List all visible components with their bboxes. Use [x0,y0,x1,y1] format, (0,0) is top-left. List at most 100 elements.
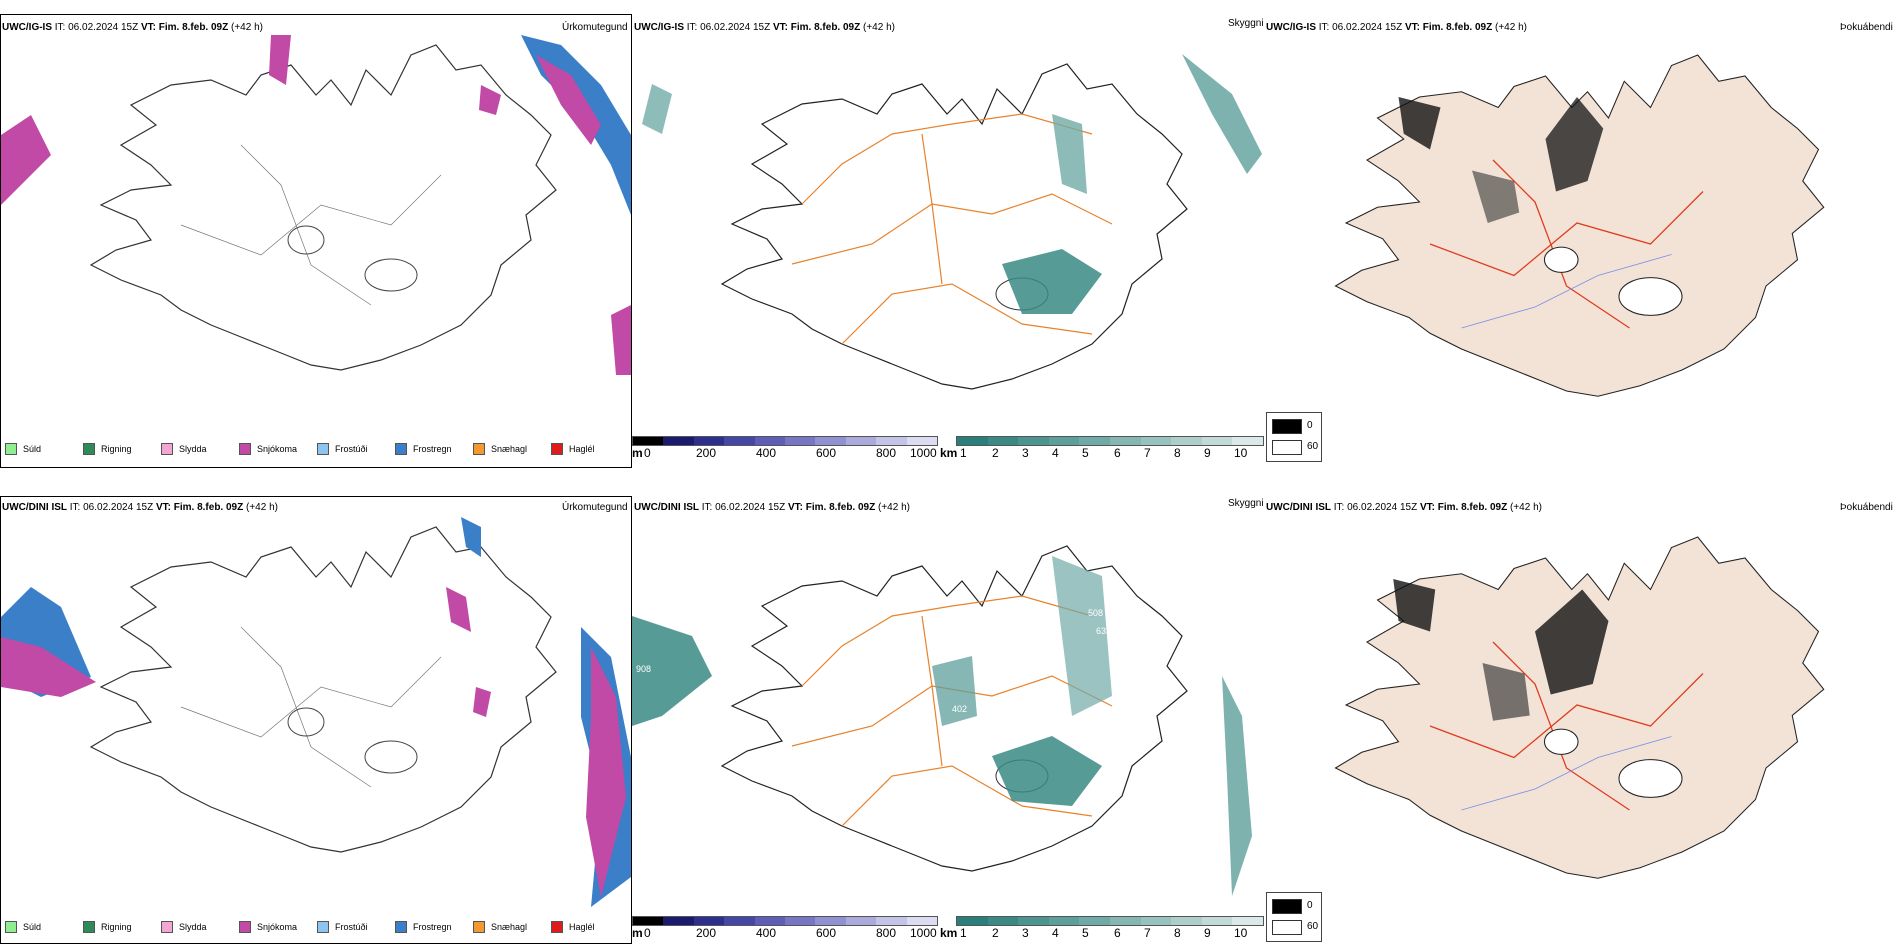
precip-legend-top: Súld Rigning Slydda Snjókoma Frostúði Fr… [5,443,629,455]
scale-segment [1048,917,1080,925]
it-label: IT: [686,22,698,33]
vt-label: VT: [140,22,156,33]
model-name: UWC/DINI ISL [1266,502,1331,513]
ceiling-tick: 800 [876,926,897,940]
legend-item: Snæhagl [473,921,551,933]
legend-swatch [239,443,251,455]
legend-item: Snjókoma [239,443,317,455]
scale-segment [633,437,664,445]
precip-panel-bottom: Súld Rigning Slydda Snjókoma Frostúði Fr… [0,496,632,944]
ceiling-unit: m [632,446,643,460]
model-name: UWC/DINI ISL [2,502,67,513]
legend-swatch [551,443,563,455]
fog-legend-bottom: 0 60 [1266,892,1322,942]
ceiling-scale-segments [632,436,938,446]
legend-swatch [239,921,251,933]
ceiling-scale-bottom: m 0 200 400 600 800 1000 [632,916,938,940]
legend-label: Haglél [569,444,595,454]
vis-tick: 9 [1204,446,1211,460]
legend-swatch [317,443,329,455]
vis-tick: 9 [1204,926,1211,940]
precip-map-bottom [1,517,631,907]
vis-tick: 7 [1144,446,1151,460]
vis-tick: 4 [1052,446,1059,460]
scale-segment [724,437,755,445]
scale-segment [754,437,786,445]
vis-tick: 3 [1022,446,1029,460]
legend-swatch [551,921,563,933]
header-fog-top: UWC/IG-IS IT: 06.02.2024 15Z VT: Fim. 8.… [1266,22,1527,34]
scale-segment [815,437,846,445]
header-precip-top: UWC/IG-IS IT: 06.02.2024 15Z VT: Fim. 8.… [2,22,263,34]
legend-swatch [5,921,17,933]
legend-swatch [5,443,17,455]
fog-swatch [1272,440,1302,455]
scale-segment [1140,917,1172,925]
vis-annotation: 635 [1096,626,1111,636]
it-label: IT: [1333,502,1345,513]
scale-segment [633,917,664,925]
scale-segment [724,917,755,925]
header-visibility-bottom: UWC/DINI ISL IT: 06.02.2024 15Z VT: Fim.… [634,502,910,514]
legend-swatch [83,921,95,933]
vis-tick: 8 [1174,926,1181,940]
legend-item: Rigning [83,443,161,455]
scale-segment [754,917,786,925]
vt-value: Fim. 8.feb. 09Z [805,502,876,513]
visibility-title-top: Skyggni [1228,18,1264,29]
legend-swatch [395,921,407,933]
legend-label: Frostúði [335,922,368,932]
scale-segment [1018,917,1049,925]
vis-tick: 3 [1022,926,1029,940]
ceiling-tick: 400 [756,926,777,940]
fog-panel-top [1264,14,1900,414]
scale-segment [987,437,1019,445]
vis-annotation: 908 [636,664,651,674]
vis-scale-segments [956,916,1264,926]
fog-title-bottom: Þokuábendi [1840,502,1893,513]
scale-segment [1048,437,1080,445]
legend-item: Rigning [83,921,161,933]
legend-label: Súld [23,444,42,454]
vis-tick: 8 [1174,446,1181,460]
legend-label: Snæhagl [491,444,528,454]
vis-tick: 7 [1144,926,1151,940]
scale-segment [785,917,816,925]
scale-segment [876,917,907,925]
ceiling-tick: 200 [696,926,717,940]
vis-unit: km [940,446,958,460]
vis-tick: 5 [1082,926,1089,940]
visibility-title-bottom: Skyggni [1228,498,1264,509]
ceiling-tick: 400 [756,446,777,460]
legend-swatch [161,443,173,455]
vis-annotation: 293 [1112,276,1127,286]
vis-unit: km [940,926,958,940]
legend-label: Frostregn [413,922,452,932]
scale-segment [663,437,694,445]
legend-item: Snjókoma [239,921,317,933]
vis-scale-top: km 1 2 3 4 5 6 7 8 9 10 [940,436,1264,460]
legend-item: Slydda [161,443,239,455]
vis-annotation: 402 [952,704,967,714]
legend-swatch [161,921,173,933]
vt-label: VT: [787,502,803,513]
vt-label: VT: [772,22,788,33]
precip-title-bottom: Úrkomutegund [562,502,628,513]
model-name: UWC/IG-IS [1266,22,1316,33]
scale-segment [785,437,816,445]
vis-tick: 6 [1114,926,1121,940]
legend-swatch [473,921,485,933]
legend-label: Snjókoma [257,444,298,454]
ceiling-tick: 0 [644,926,651,940]
fog-swatch [1272,899,1302,914]
vis-scale-bottom: km 1 2 3 4 5 6 7 8 9 10 [940,916,1264,940]
model-name: UWC/IG-IS [634,22,684,33]
ceiling-unit: m [632,926,643,940]
lead-time: (+42 h) [1510,502,1542,513]
legend-swatch [473,443,485,455]
precip-legend-bottom: Súld Rigning Slydda Snjókoma Frostúði Fr… [5,921,629,933]
it-label: IT: [1318,22,1330,33]
ceiling-scale-top: m 0 200 400 600 800 1000 [632,436,938,460]
legend-swatch [395,443,407,455]
vis-annotation: 295 [902,254,917,264]
